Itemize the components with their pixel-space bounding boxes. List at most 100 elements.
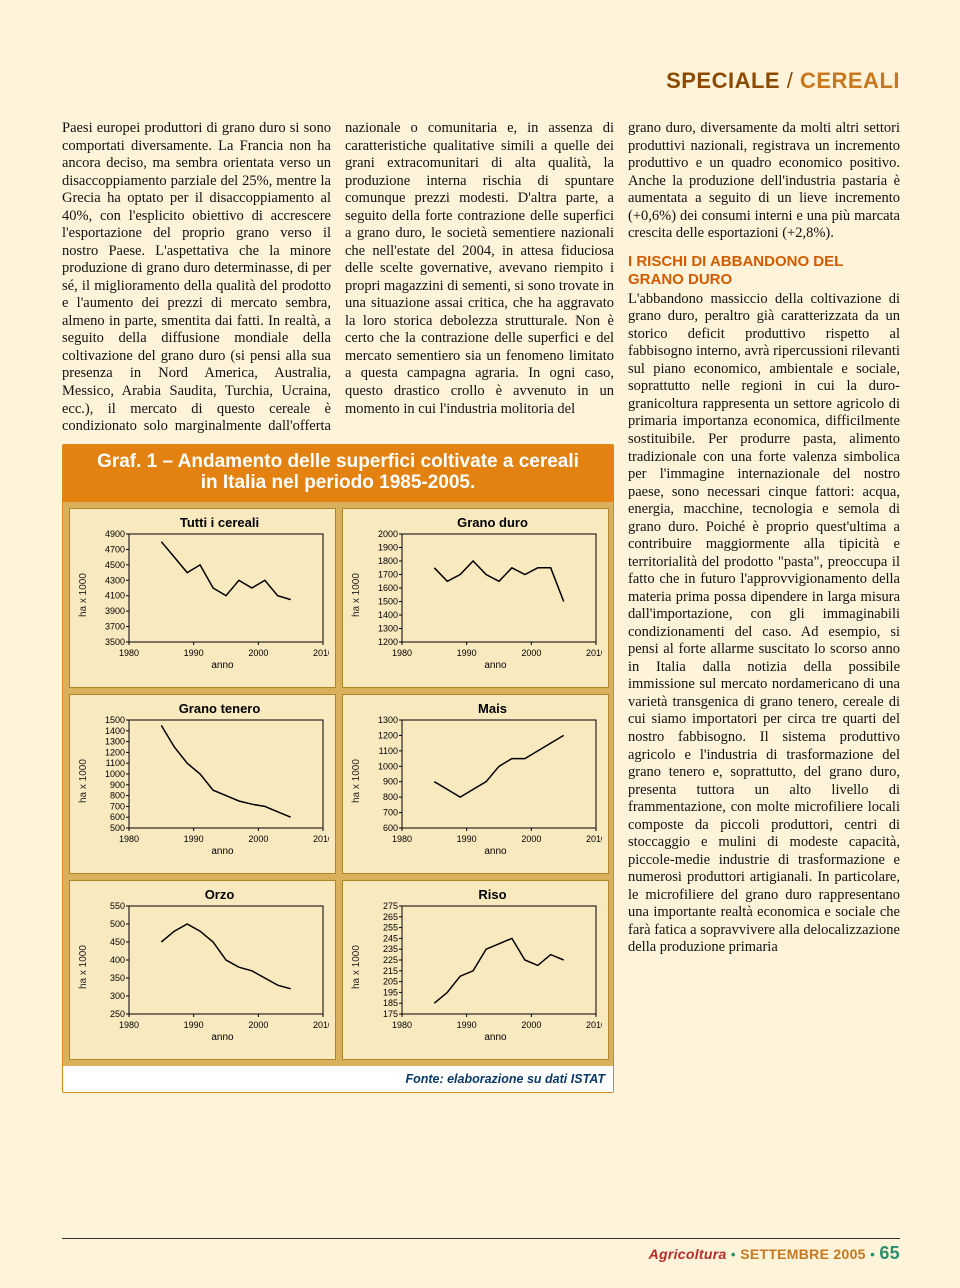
svg-text:1200: 1200 xyxy=(105,748,125,758)
x-axis-label: anno xyxy=(389,846,602,857)
svg-text:1000: 1000 xyxy=(378,762,398,772)
chart-panel-3: Mais ha x 1000 6007008009001000110012001… xyxy=(342,694,609,874)
svg-text:1990: 1990 xyxy=(184,834,204,844)
svg-text:1990: 1990 xyxy=(457,648,477,658)
svg-text:1980: 1980 xyxy=(119,1020,139,1030)
svg-text:1600: 1600 xyxy=(378,583,398,593)
panel-title: Riso xyxy=(383,887,602,902)
svg-text:600: 600 xyxy=(110,812,125,822)
svg-text:2000: 2000 xyxy=(248,834,268,844)
svg-text:2000: 2000 xyxy=(521,648,541,658)
svg-text:450: 450 xyxy=(110,937,125,947)
svg-text:2000: 2000 xyxy=(378,530,398,539)
x-axis-label: anno xyxy=(116,846,329,857)
svg-text:1100: 1100 xyxy=(379,746,398,756)
svg-text:225: 225 xyxy=(383,955,398,965)
svg-text:1500: 1500 xyxy=(378,597,398,607)
chart-panel-2: Grano tenero ha x 1000 50060070080090010… xyxy=(69,694,336,874)
chart-block: Graf. 1 – Andamento delle superfici colt… xyxy=(62,444,614,1094)
svg-text:2010: 2010 xyxy=(313,1020,329,1030)
svg-text:350: 350 xyxy=(110,973,125,983)
y-axis-label: ha x 1000 xyxy=(349,716,362,846)
body-right-b: L'abbandono massiccio della coltivazione… xyxy=(628,291,900,957)
svg-text:275: 275 xyxy=(383,902,398,911)
x-axis-label: anno xyxy=(116,660,329,671)
svg-text:2010: 2010 xyxy=(586,648,602,658)
footer: Agricoltura • SETTEMBRE 2005 • 65 xyxy=(62,1238,900,1264)
svg-text:400: 400 xyxy=(110,955,125,965)
rubric-sep: / xyxy=(780,68,800,93)
svg-text:1300: 1300 xyxy=(378,624,398,634)
columns: Paesi europei produttori di grano duro s… xyxy=(62,120,900,1093)
y-axis-label: ha x 1000 xyxy=(76,902,89,1032)
line-plot: 1200130014001500160017001800190020001980… xyxy=(362,530,602,660)
line-plot: 1751851952052152252352452552652751980199… xyxy=(362,902,602,1032)
svg-text:175: 175 xyxy=(383,1009,398,1019)
svg-text:1990: 1990 xyxy=(184,648,204,658)
y-axis-label: ha x 1000 xyxy=(349,530,362,660)
svg-text:4100: 4100 xyxy=(105,591,125,601)
rubric-section: SPECIALE xyxy=(666,68,780,93)
svg-text:4300: 4300 xyxy=(105,576,125,586)
line-plot: 2503003504004505005501980199020002010 xyxy=(89,902,329,1032)
svg-text:4700: 4700 xyxy=(105,545,125,555)
chart-title: Graf. 1 – Andamento delle superfici colt… xyxy=(63,445,613,503)
svg-text:1000: 1000 xyxy=(105,769,125,779)
svg-text:500: 500 xyxy=(110,919,125,929)
svg-text:1200: 1200 xyxy=(378,731,398,741)
svg-text:195: 195 xyxy=(383,988,398,998)
svg-text:800: 800 xyxy=(110,791,125,801)
svg-text:1400: 1400 xyxy=(378,610,398,620)
svg-text:700: 700 xyxy=(383,808,398,818)
svg-text:1100: 1100 xyxy=(106,758,125,768)
chart-grid: Tutti i cereali ha x 1000 35003700390041… xyxy=(63,502,613,1066)
svg-text:4500: 4500 xyxy=(105,560,125,570)
svg-text:550: 550 xyxy=(110,902,125,911)
x-axis-label: anno xyxy=(116,1032,329,1043)
line-plot: 6007008009001000110012001300198019902000… xyxy=(362,716,602,846)
body-left: Paesi europei produttori di grano duro s… xyxy=(62,120,614,436)
chart-title-line2: in Italia nel periodo 1985-2005. xyxy=(201,472,476,493)
svg-text:1980: 1980 xyxy=(392,834,412,844)
svg-text:1990: 1990 xyxy=(457,1020,477,1030)
svg-text:2010: 2010 xyxy=(586,834,602,844)
rubric-topic: CEREALI xyxy=(800,68,900,93)
svg-text:265: 265 xyxy=(383,912,398,922)
svg-text:245: 245 xyxy=(383,934,398,944)
panel-title: Orzo xyxy=(110,887,329,902)
svg-text:900: 900 xyxy=(383,777,398,787)
svg-text:2000: 2000 xyxy=(521,834,541,844)
footer-issue: SETTEMBRE 2005 xyxy=(740,1246,866,1262)
svg-text:1500: 1500 xyxy=(105,716,125,725)
svg-text:2000: 2000 xyxy=(521,1020,541,1030)
svg-text:2000: 2000 xyxy=(248,1020,268,1030)
svg-text:1700: 1700 xyxy=(378,570,398,580)
body-right-a: grano duro, diversamente da molti altri … xyxy=(628,120,900,243)
svg-text:3500: 3500 xyxy=(105,637,125,647)
x-axis-label: anno xyxy=(389,1032,602,1043)
svg-text:1300: 1300 xyxy=(378,716,398,725)
svg-text:900: 900 xyxy=(110,780,125,790)
svg-text:2010: 2010 xyxy=(586,1020,602,1030)
panel-title: Tutti i cereali xyxy=(110,515,329,530)
chart-source: Fonte: elaborazione su dati ISTAT xyxy=(63,1066,613,1092)
svg-text:215: 215 xyxy=(383,966,398,976)
svg-text:300: 300 xyxy=(110,991,125,1001)
svg-text:1800: 1800 xyxy=(378,556,398,566)
chart-panel-4: Orzo ha x 1000 2503003504004505005501980… xyxy=(69,880,336,1060)
svg-text:1200: 1200 xyxy=(378,637,398,647)
svg-text:1300: 1300 xyxy=(105,737,125,747)
rubric: SPECIALE / CEREALI xyxy=(62,68,900,94)
left-two-columns: Paesi europei produttori di grano duro s… xyxy=(62,120,614,1093)
chart-panel-1: Grano duro ha x 1000 1200130014001500160… xyxy=(342,508,609,688)
page: SPECIALE / CEREALI Paesi europei produtt… xyxy=(62,68,900,1093)
footer-dot2: • xyxy=(870,1246,875,1262)
panel-title: Grano tenero xyxy=(110,701,329,716)
y-axis-label: ha x 1000 xyxy=(349,902,362,1032)
chart-title-line1: Graf. 1 – Andamento delle superfici colt… xyxy=(97,451,579,472)
chart-panel-0: Tutti i cereali ha x 1000 35003700390041… xyxy=(69,508,336,688)
svg-text:1400: 1400 xyxy=(105,726,125,736)
svg-text:1980: 1980 xyxy=(392,648,412,658)
svg-text:1980: 1980 xyxy=(392,1020,412,1030)
svg-text:255: 255 xyxy=(383,923,398,933)
